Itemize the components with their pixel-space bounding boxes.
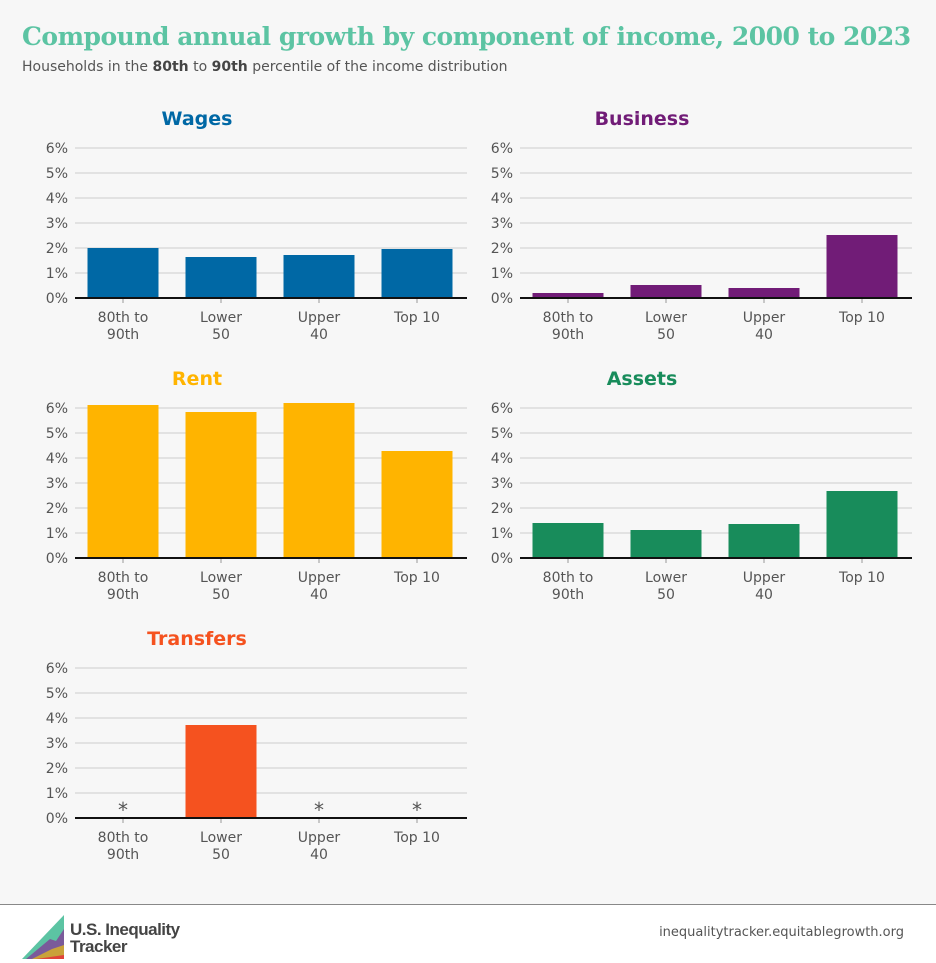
bar <box>630 530 702 558</box>
y-tick-label: 0% <box>491 551 513 567</box>
y-tick-label: 2% <box>46 761 68 777</box>
y-tick-label: 3% <box>46 476 68 492</box>
y-tick-label: 3% <box>491 476 513 492</box>
bar <box>728 288 800 298</box>
y-tick-label: 2% <box>491 501 513 517</box>
x-tick-label: 80th to 90th <box>98 570 149 603</box>
y-tick-label: 0% <box>46 291 68 307</box>
x-tick-label: Top 10 <box>838 570 885 586</box>
panel-transfers: Transfers 0% 1% 2% 3% 4% 5% 6% * 80th to 90th Lower… <box>46 628 467 863</box>
y-tick-label: 5% <box>46 426 68 442</box>
y-tick-label: 4% <box>491 451 513 467</box>
y-tick-label: 4% <box>46 191 68 207</box>
bar <box>381 249 453 298</box>
x-tick-label: Lower 50 <box>645 310 687 343</box>
y-tick-label: 6% <box>46 141 68 157</box>
bar <box>532 293 604 298</box>
panel-wages: Wages 0% 1% 2% 3% 4% 5% 6% 80th to 90th Lower 50 Upp… <box>46 108 467 343</box>
bar <box>826 491 898 558</box>
x-tick-label: Upper 40 <box>298 310 341 343</box>
x-tick-label: 80th to 90th <box>98 310 149 343</box>
bar <box>532 523 604 558</box>
bar <box>283 403 355 558</box>
missing-marker: * <box>118 798 128 822</box>
y-tick-label: 4% <box>46 711 68 727</box>
chart-title: Compound annual growth by component of i… <box>22 22 911 51</box>
x-tick-label: Top 10 <box>393 570 440 586</box>
panel-title: Transfers <box>147 628 247 650</box>
x-tick-label: Lower 50 <box>200 830 242 863</box>
missing-marker: * <box>412 798 422 822</box>
y-tick-label: 0% <box>46 811 68 827</box>
logo-icon <box>22 915 64 959</box>
footer: U.S. Inequality Tracker inequalitytracker… <box>0 904 936 963</box>
y-tick-label: 3% <box>491 216 513 232</box>
x-tick-label: Lower 50 <box>200 310 242 343</box>
y-tick-label: 5% <box>491 166 513 182</box>
y-tick-label: 3% <box>46 216 68 232</box>
panel-assets: Assets 0% 1% 2% 3% 4% 5% 6% 80th to 90th Lower 50 Up… <box>491 368 912 603</box>
y-tick-label: 1% <box>491 266 513 282</box>
bar <box>87 405 159 558</box>
x-tick-label: Top 10 <box>393 310 440 326</box>
y-tick-label: 5% <box>46 686 68 702</box>
y-tick-label: 2% <box>46 501 68 517</box>
bar <box>185 257 257 298</box>
y-tick-label: 1% <box>46 786 68 802</box>
x-tick-label: Lower 50 <box>200 570 242 603</box>
panel-title: Assets <box>607 368 678 390</box>
y-tick-label: 6% <box>46 661 68 677</box>
x-tick-label: Upper 40 <box>743 310 786 343</box>
bar <box>630 285 702 298</box>
bar <box>728 524 800 558</box>
logo-text: U.S. Inequality Tracker <box>70 920 180 956</box>
bar <box>381 451 453 558</box>
y-tick-label: 6% <box>491 401 513 417</box>
y-tick-label: 3% <box>46 736 68 752</box>
bar <box>826 235 898 298</box>
x-tick-label: Lower 50 <box>645 570 687 603</box>
bar <box>283 255 355 298</box>
y-tick-label: 4% <box>46 451 68 467</box>
source-url[interactable]: inequalitytracker.equitablegrowth.org <box>659 925 904 940</box>
x-tick-label: 80th to 90th <box>98 830 149 863</box>
panel-title: Rent <box>172 368 222 390</box>
y-tick-label: 1% <box>46 526 68 542</box>
panel-rent: Rent 0% 1% 2% 3% 4% 5% 6% 80th to 90th Lower 50 Uppe… <box>46 368 467 603</box>
y-tick-label: 6% <box>46 401 68 417</box>
chart-subtitle: Households in the 80th to 90th percentil… <box>22 59 508 75</box>
y-tick-label: 2% <box>46 241 68 257</box>
y-tick-label: 1% <box>491 526 513 542</box>
bar <box>87 248 159 298</box>
y-tick-label: 0% <box>491 291 513 307</box>
y-tick-label: 1% <box>46 266 68 282</box>
x-tick-label: 80th to 90th <box>543 310 594 343</box>
panel-title: Business <box>595 108 690 130</box>
x-tick-label: Top 10 <box>393 830 440 846</box>
y-tick-label: 0% <box>46 551 68 567</box>
y-tick-label: 2% <box>491 241 513 257</box>
missing-marker: * <box>314 798 324 822</box>
y-tick-label: 5% <box>46 166 68 182</box>
panel-title: Wages <box>162 108 233 130</box>
x-tick-label: Upper 40 <box>743 570 786 603</box>
y-tick-label: 4% <box>491 191 513 207</box>
y-tick-label: 5% <box>491 426 513 442</box>
bar <box>185 725 257 818</box>
x-tick-label: Top 10 <box>838 310 885 326</box>
x-tick-label: Upper 40 <box>298 570 341 603</box>
bar <box>185 412 257 558</box>
x-tick-label: Upper 40 <box>298 830 341 863</box>
charts-area: Wages 0% 1% 2% 3% 4% 5% 6% 80th to 90th Lower 50 Upp… <box>46 108 912 863</box>
x-tick-label: 80th to 90th <box>543 570 594 603</box>
y-tick-label: 6% <box>491 141 513 157</box>
panel-business: Business 0% 1% 2% 3% 4% 5% 6% 80th to 90th Lower 50… <box>491 108 912 343</box>
